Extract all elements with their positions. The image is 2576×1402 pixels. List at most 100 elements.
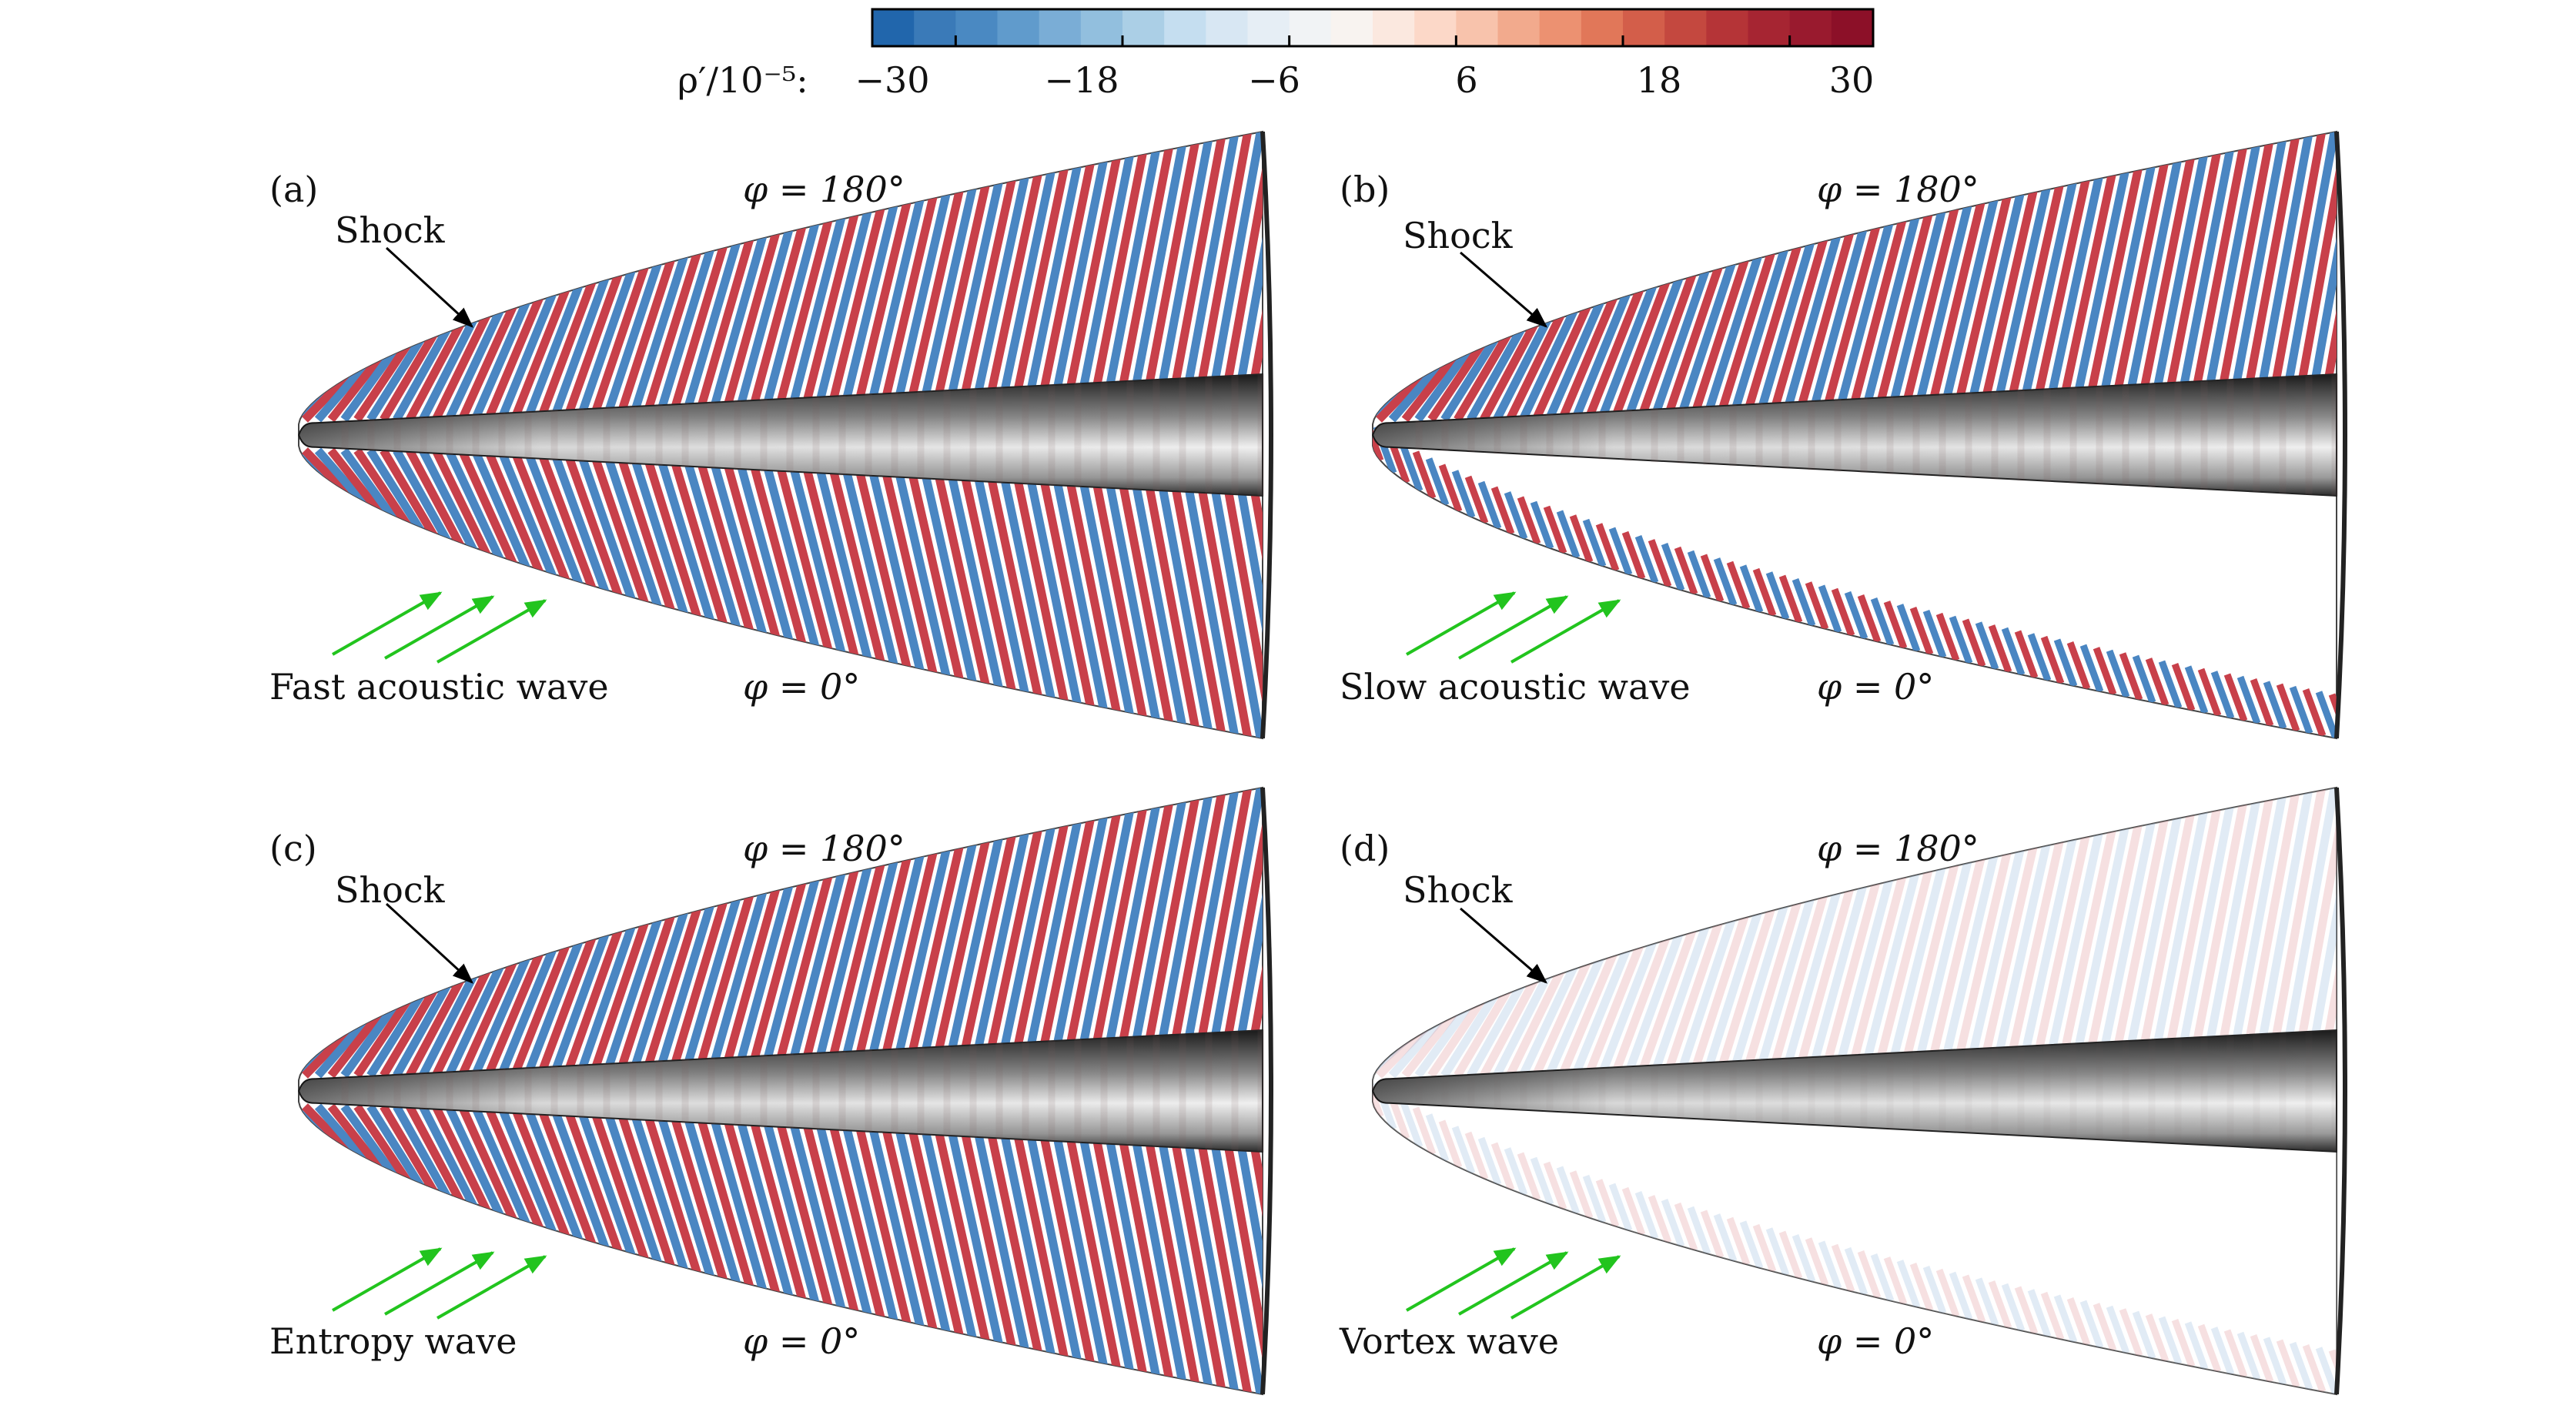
wave-crest [353, 992, 415, 1079]
wave-crest [1608, 527, 1633, 576]
wave-crest [497, 286, 560, 422]
wave-crest [667, 1105, 730, 1287]
wave-crest [811, 1105, 874, 1322]
wave-crest [1832, 216, 1895, 421]
wave-crest [1728, 242, 1791, 421]
wave-crest [811, 449, 874, 666]
incident-wave-arrow [1510, 1255, 1621, 1320]
angle-label-top: φ = 180° [1817, 169, 1979, 210]
wave-crest [2277, 132, 2337, 420]
wave-crest [1273, 112, 1327, 420]
wave-crest [614, 1105, 677, 1274]
wave-crest [1636, 266, 1699, 421]
wave-crest [2251, 132, 2314, 421]
wave-crest [1480, 316, 1541, 422]
wave-crest [2263, 681, 2287, 730]
wave-crest [1425, 1113, 1450, 1163]
wave-crest [1805, 1237, 1829, 1287]
wave-crest [902, 449, 965, 687]
cone-shading [299, 374, 1263, 496]
wave-crest [824, 1105, 887, 1325]
wave-crest [994, 449, 1057, 706]
wave-crest [2210, 671, 2235, 720]
wave-crest [1519, 303, 1581, 422]
wave-crest [1273, 1106, 1327, 1402]
wave-crest [902, 839, 965, 1077]
wave-crest [1883, 1256, 1908, 1306]
wave-crest [1033, 1105, 1096, 1370]
wave-crest [1844, 1246, 1868, 1296]
wave-crest [562, 449, 625, 604]
wave-crest [641, 449, 704, 625]
wave-crest [406, 1104, 467, 1210]
panel-tag: (a) [269, 169, 318, 210]
wave-crest [994, 1105, 1057, 1362]
wave-crest [1190, 132, 1253, 420]
wave-crest [393, 1104, 454, 1205]
incident-wave-arrow [437, 599, 547, 664]
wave-crest [771, 868, 835, 1077]
wave-crest [1713, 1213, 1738, 1263]
wave-crest [2158, 1316, 2183, 1365]
cone-shading [1373, 1030, 2337, 1152]
wave-crest [1582, 1174, 1607, 1223]
wave-crest [1125, 138, 1188, 421]
wave-crest [1164, 1105, 1227, 1394]
wave-crest [1544, 950, 1607, 1078]
colorbar-swatch [997, 9, 1040, 46]
wave-crest [771, 212, 835, 421]
wave-crest [837, 1105, 900, 1328]
angle-label-bottom: φ = 0° [1817, 1320, 1934, 1362]
wave-crest [1922, 609, 1947, 659]
colorbar-swatch [872, 9, 915, 46]
wave-crest [1414, 342, 1476, 423]
wave-crest [1935, 1268, 1960, 1317]
wave-crest [1373, 413, 1384, 462]
wave-crest [1373, 397, 1382, 424]
wave-crest [575, 918, 638, 1077]
wave-crest [1922, 1265, 1947, 1315]
colorbar-swatch [1247, 9, 1290, 46]
wave-crest [1937, 848, 2000, 1077]
wave-crest [837, 198, 900, 421]
wave-crest [2106, 1305, 2130, 1354]
wave-crest [1543, 1161, 1567, 1210]
wave-crest [523, 1105, 586, 1248]
wave-crest [497, 942, 560, 1078]
angle-label-top: φ = 180° [1817, 828, 1979, 869]
wave-crest [2171, 1318, 2196, 1368]
panel-c: (c) Shock φ = 180° φ = 0° Entropy wave [269, 786, 1340, 1402]
wave-crest [1661, 543, 1685, 592]
wave-crest [2289, 1341, 2313, 1390]
wave-crest [601, 912, 664, 1077]
wave-crest [1216, 1106, 1263, 1394]
wave-crest [380, 982, 441, 1078]
wave-crest [2027, 1289, 2052, 1338]
wave-crest [1530, 1156, 1554, 1206]
wave-crest [1845, 212, 1909, 421]
wave-crest [1610, 274, 1673, 421]
wave-crest [1623, 270, 1686, 421]
wave-crest [955, 172, 1018, 421]
wave-crest [406, 316, 467, 422]
wave-crest [1989, 181, 2052, 421]
wave-crest [2223, 1329, 2248, 1378]
wave-crest [393, 977, 454, 1078]
wave-crest [1519, 959, 1581, 1078]
wave-crest [1688, 908, 1751, 1077]
wave-crest [1806, 878, 1869, 1077]
wave-crest [706, 449, 769, 641]
wave-crest [2029, 172, 2092, 421]
wave-crest [2384, 704, 2401, 751]
wave-crest [2345, 697, 2362, 743]
wave-crest [380, 326, 441, 422]
wave-crest [2079, 1300, 2104, 1349]
wave-crest [2132, 1310, 2156, 1360]
cone-flowfield [297, 786, 1340, 1402]
wave-crest [2173, 143, 2236, 421]
wave-crest [928, 449, 992, 692]
wave-crest [955, 449, 1018, 698]
wave-crest [1286, 1106, 1340, 1402]
wave-crest [2133, 807, 2196, 1077]
wave-crest [601, 449, 664, 614]
